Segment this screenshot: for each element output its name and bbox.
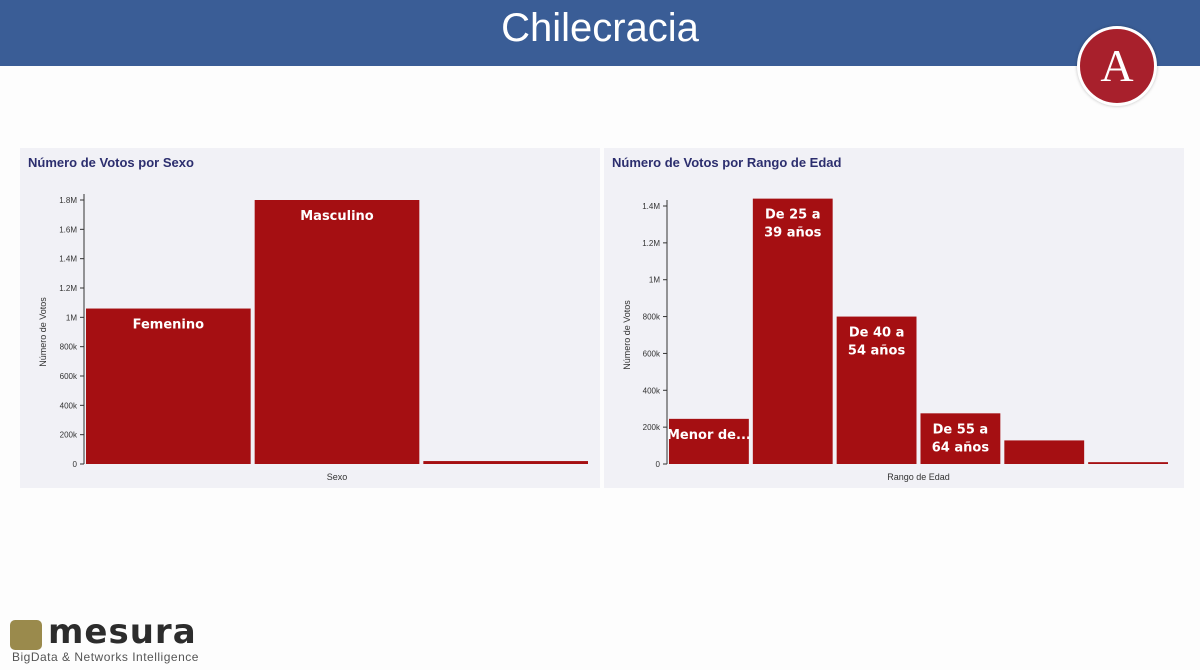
bar-label: Menor de...: [667, 428, 751, 443]
y-tick-label: 1.8M: [59, 196, 77, 205]
bar: [669, 418, 749, 464]
y-axis-label: Número de Votos: [38, 297, 48, 367]
chart-panel-sexo: Número de Votos por Sexo 0 200k 400k 600k 80…: [20, 148, 600, 488]
bar-label: De 40 a: [849, 326, 905, 341]
bar: [1088, 462, 1168, 464]
y-tick-label: 1M: [649, 276, 660, 285]
bar: [836, 316, 917, 464]
y-tick-label: 1.2M: [642, 239, 660, 248]
bar-label: De 55 a: [933, 422, 989, 437]
y-tick-label: 1.4M: [59, 255, 77, 264]
y-tick-label: 1.4M: [642, 202, 660, 211]
bar: [1004, 440, 1085, 464]
y-tick-label: 1.2M: [59, 284, 77, 293]
y-tick-label: 600k: [60, 372, 78, 381]
bar: [423, 461, 588, 464]
y-tick-label: 400k: [643, 386, 661, 395]
votes-by-age-chart: 0 200k 400k 600k 800k 1M 1.2M 1.4M Número de Vot…: [622, 198, 1168, 482]
bar-label: 54 años: [848, 344, 906, 359]
bar-label: 64 años: [932, 440, 990, 455]
y-tick-label: 800k: [643, 313, 661, 322]
y-axis-label: Número de Votos: [622, 300, 632, 370]
bar-label: Masculino: [300, 209, 374, 224]
bar-label: Femenino: [133, 318, 204, 333]
footer-tagline: BigData & Networks Intelligence: [12, 650, 199, 664]
footer-brand: mesura: [48, 612, 197, 652]
chart-title: Número de Votos por Sexo: [28, 155, 194, 170]
y-tick-label: 400k: [60, 401, 78, 410]
title-bar: Chilecracia: [0, 0, 1200, 66]
y-tick-label: 800k: [60, 343, 78, 352]
bar-label: 39 años: [764, 226, 822, 241]
y-tick-label: 1M: [66, 313, 77, 322]
votes-by-sex-chart: 0 200k 400k 600k 800k 1M 1.2M 1.4M 1.6M 1.8M Númer…: [38, 194, 588, 482]
bar: [752, 198, 833, 464]
bar-label: De 25 a: [765, 208, 821, 223]
bar: [254, 200, 420, 464]
chart-panel-edad: Número de Votos por Rango de Edad 0 200k 4…: [604, 148, 1184, 488]
y-tick-label: 600k: [643, 349, 661, 358]
publisher-logo-icon: A: [1077, 26, 1157, 106]
y-tick-label: 1.6M: [59, 225, 77, 234]
x-axis-label: Rango de Edad: [887, 472, 950, 482]
x-axis-label: Sexo: [327, 472, 348, 482]
chart-title: Número de Votos por Rango de Edad: [612, 155, 842, 170]
page-title: Chilecracia: [501, 6, 699, 50]
mesura-logo-icon: [10, 620, 42, 650]
bar: [86, 308, 251, 464]
y-tick-label: 200k: [60, 431, 78, 440]
footer-logo: mesura BigData & Networks Intelligence: [10, 612, 230, 668]
y-tick-label: 200k: [643, 423, 661, 432]
bar: [920, 413, 1001, 464]
y-tick-label: 0: [656, 460, 661, 469]
y-tick-label: 0: [73, 460, 78, 469]
